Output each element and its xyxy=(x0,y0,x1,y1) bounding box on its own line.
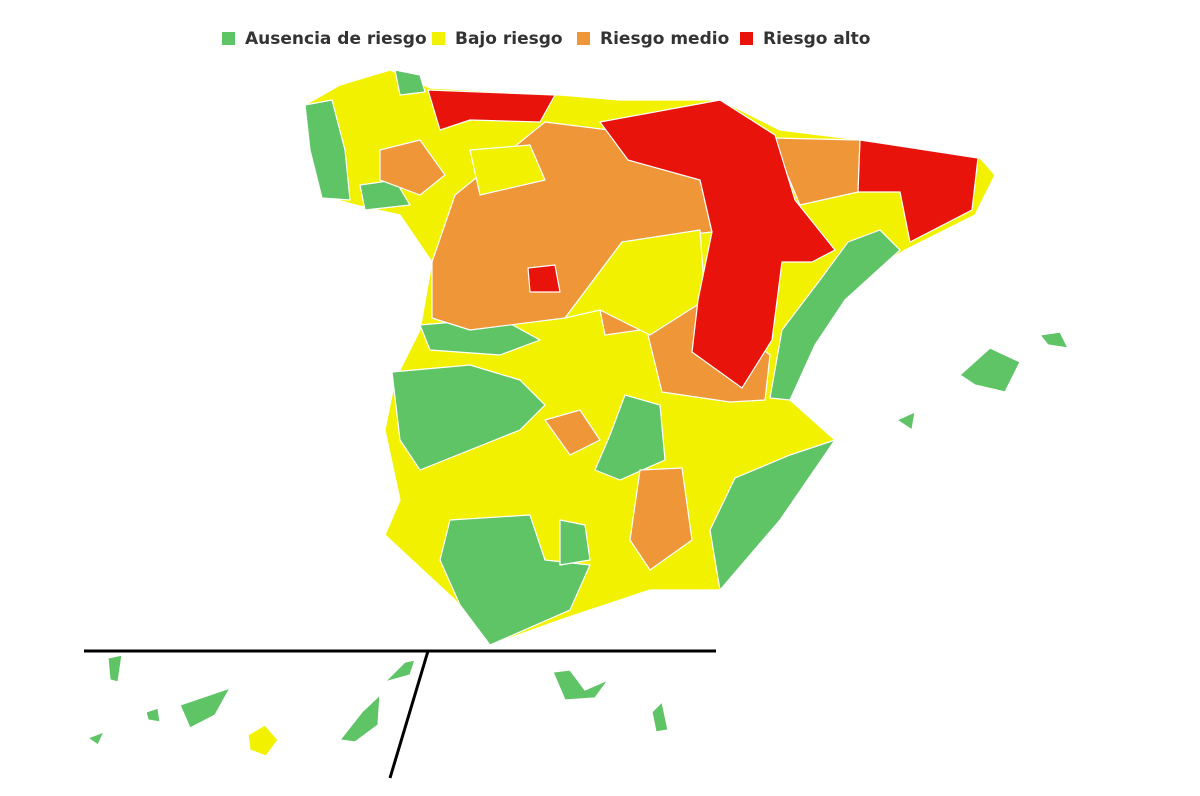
island xyxy=(1039,331,1069,349)
region xyxy=(599,99,836,389)
island xyxy=(87,731,105,746)
region xyxy=(379,139,446,196)
region xyxy=(394,69,426,96)
region xyxy=(857,139,979,243)
region xyxy=(769,229,901,401)
region xyxy=(559,519,591,566)
island xyxy=(896,411,916,431)
region xyxy=(709,439,836,591)
region xyxy=(304,99,351,201)
legend: Ausencia de riesgo Bajo riesgo Riesgo medi… xyxy=(222,29,870,49)
region xyxy=(391,364,546,471)
region xyxy=(469,144,546,196)
region xyxy=(594,394,666,481)
legend-label: Riesgo medio xyxy=(600,29,729,49)
risk-map xyxy=(84,69,1069,779)
region xyxy=(544,409,601,456)
legend-swatch xyxy=(222,32,235,45)
island xyxy=(959,347,1021,393)
legend-swatch xyxy=(432,32,445,45)
island xyxy=(339,694,381,743)
region xyxy=(527,264,561,293)
island xyxy=(552,669,609,701)
island xyxy=(384,659,416,683)
island xyxy=(107,654,123,683)
legend-swatch xyxy=(740,32,753,45)
island xyxy=(179,687,231,729)
region xyxy=(629,467,693,571)
region xyxy=(564,229,706,336)
region xyxy=(439,514,591,646)
separator-line xyxy=(388,650,430,779)
island xyxy=(247,724,279,757)
legend-label: Ausencia de riesgo xyxy=(245,29,427,49)
legend-swatch xyxy=(577,32,590,45)
legend-label: Riesgo alto xyxy=(763,29,870,49)
legend-label: Bajo riesgo xyxy=(455,29,563,49)
region xyxy=(427,89,556,131)
island xyxy=(651,701,669,733)
island xyxy=(145,707,161,723)
